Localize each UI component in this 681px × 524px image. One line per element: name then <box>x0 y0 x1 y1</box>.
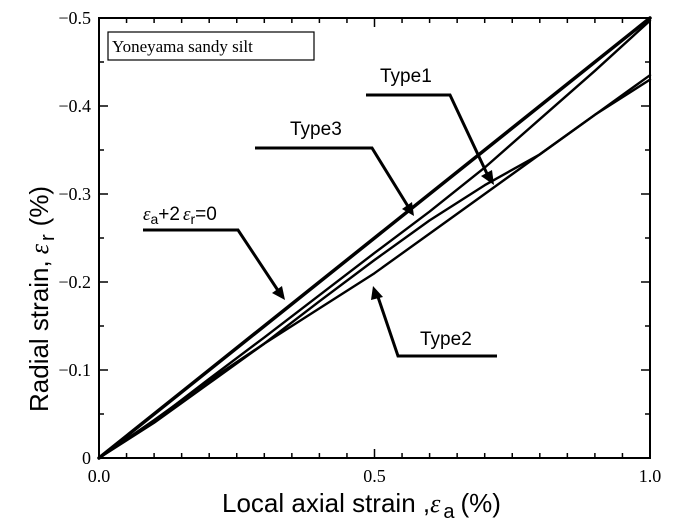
eq-eps-a: ε <box>143 204 151 225</box>
y-axis-label: Radial strain, εr (%) <box>24 186 59 412</box>
eq-sub-a: a <box>151 211 159 227</box>
x-tick-label: 1.0 <box>639 466 662 486</box>
tick-marks <box>98 17 651 459</box>
arrowhead-line-eq <box>272 286 285 300</box>
y-tick-label: −0.3 <box>58 184 91 204</box>
leader-type2 <box>375 293 497 358</box>
x-label-sub: a <box>443 501 455 523</box>
y-label-text: Radial strain, <box>24 260 54 412</box>
leader-type1 <box>366 93 491 179</box>
tick-labels: 0.0 0.5 1.0 0 −0.1 −0.2 −0.3 −0.4 −0.5 <box>58 8 661 486</box>
annotation-type2: Type2 <box>420 329 472 350</box>
arrowhead-type3 <box>402 202 414 216</box>
annotation-arrowheads <box>272 170 494 300</box>
legend-box <box>107 31 315 61</box>
y-tick-label: −0.4 <box>58 96 91 116</box>
y-label-sub: r <box>37 234 59 241</box>
y-tick-label: −0.5 <box>58 8 91 28</box>
annotation-leaders <box>143 93 497 358</box>
x-tick-label: 0.5 <box>363 466 386 486</box>
annotation-type3: Type3 <box>290 119 342 140</box>
x-label-text: Local axial strain , <box>222 488 430 518</box>
eq-mid: +2 <box>158 204 180 225</box>
arrowhead-type1 <box>481 170 494 185</box>
leader-type3 <box>255 146 411 209</box>
annotation-type1: Type1 <box>380 66 432 87</box>
y-tick-label: −0.2 <box>58 272 91 292</box>
leader-line-eq <box>143 228 281 293</box>
series-layer <box>97 16 652 460</box>
x-tick-label: 0.0 <box>88 466 111 486</box>
annotation-line-eq: εa+2 εr=0 <box>143 204 217 227</box>
y-tick-label: −0.1 <box>58 360 91 380</box>
series-line-type3 <box>97 19 652 460</box>
eq-sub-r: r <box>190 211 195 227</box>
x-label-unit: (%) <box>460 488 500 518</box>
arrowhead-type2 <box>371 286 383 300</box>
series-line-reference <box>97 16 652 460</box>
x-label-symbol: ε <box>430 489 441 518</box>
y-label-symbol: ε <box>25 243 54 254</box>
eq-eps-r: ε <box>183 204 191 225</box>
y-tick-label: 0 <box>82 448 91 468</box>
eq-tail: =0 <box>195 204 217 225</box>
legend-box-text: Yoneyama sandy silt <box>112 37 253 56</box>
x-axis-label: Local axial strain ,ε a (%) <box>222 488 501 523</box>
y-label-unit: (%) <box>24 186 54 226</box>
